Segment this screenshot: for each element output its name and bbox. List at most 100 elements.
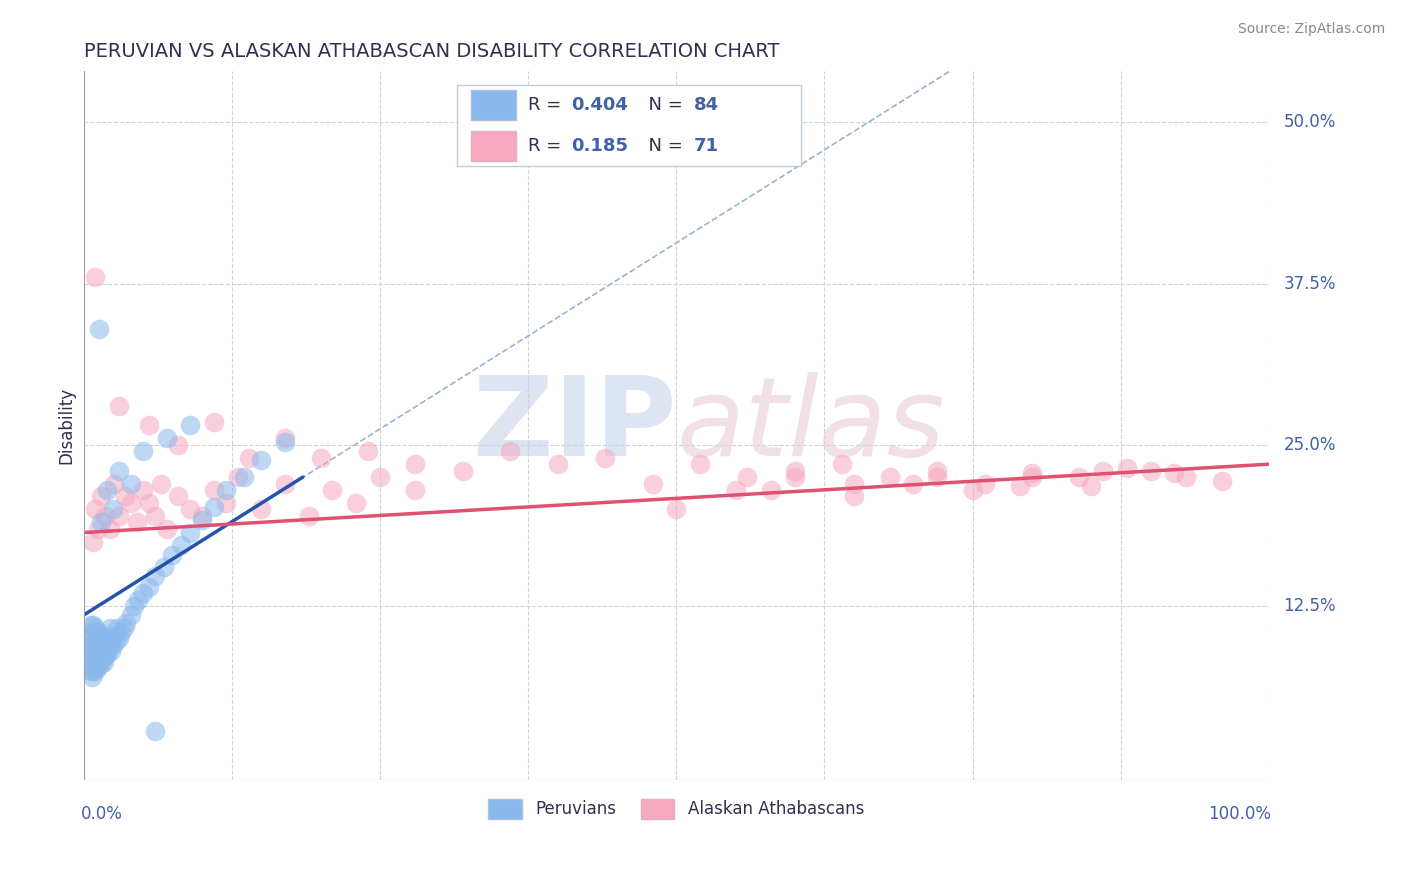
Point <box>90 657 112 672</box>
Point <box>108 508 131 523</box>
Point <box>90 490 112 504</box>
FancyBboxPatch shape <box>471 90 516 120</box>
Text: R =: R = <box>529 96 567 114</box>
Point <box>215 496 238 510</box>
Point <box>226 470 249 484</box>
Point <box>94 508 117 523</box>
Point <box>108 632 131 646</box>
Point <box>1010 479 1032 493</box>
Point <box>82 664 104 678</box>
Point <box>79 664 101 678</box>
Point <box>737 470 759 484</box>
Point <box>108 464 131 478</box>
Point <box>80 670 103 684</box>
Point <box>82 534 104 549</box>
Text: 84: 84 <box>695 96 720 114</box>
Point <box>1115 461 1137 475</box>
Point <box>101 632 124 646</box>
Point <box>86 657 108 672</box>
Point <box>83 632 105 646</box>
Point <box>298 508 321 523</box>
Point <box>87 655 110 669</box>
Point <box>105 621 128 635</box>
Point <box>87 322 110 336</box>
Point <box>132 586 155 600</box>
Point <box>783 464 806 478</box>
Point <box>104 634 127 648</box>
Point <box>274 431 297 445</box>
Point <box>110 624 132 639</box>
Point <box>973 476 995 491</box>
Point <box>114 490 136 504</box>
Point <box>138 418 160 433</box>
Point <box>274 476 297 491</box>
Point <box>87 644 110 658</box>
Point <box>250 502 273 516</box>
Point <box>84 664 107 678</box>
Point <box>79 618 101 632</box>
Point <box>309 450 332 465</box>
Point <box>103 629 125 643</box>
Point <box>143 724 166 739</box>
Point <box>108 399 131 413</box>
Text: 71: 71 <box>695 137 718 155</box>
FancyBboxPatch shape <box>457 85 801 167</box>
Point <box>274 435 297 450</box>
Point <box>1092 464 1115 478</box>
Text: Source: ZipAtlas.com: Source: ZipAtlas.com <box>1237 22 1385 37</box>
Text: 100.0%: 100.0% <box>1208 805 1271 823</box>
Point <box>357 444 380 458</box>
Point <box>93 640 115 655</box>
Point <box>149 476 172 491</box>
Point <box>927 470 949 484</box>
Point <box>138 580 160 594</box>
Point <box>101 502 124 516</box>
Point <box>79 632 101 646</box>
Point <box>759 483 782 497</box>
Point <box>124 599 146 613</box>
Point <box>179 525 201 540</box>
Text: 0.0%: 0.0% <box>82 805 122 823</box>
Point <box>215 483 238 497</box>
Point <box>1163 467 1185 481</box>
Legend: Peruvians, Alaskan Athabascans: Peruvians, Alaskan Athabascans <box>482 793 870 825</box>
Point <box>167 438 190 452</box>
Point <box>238 450 260 465</box>
Point <box>1021 470 1043 484</box>
Point <box>1211 474 1233 488</box>
Point <box>86 634 108 648</box>
Point <box>321 483 343 497</box>
Point <box>97 641 120 656</box>
Text: PERUVIAN VS ALASKAN ATHABASCAN DISABILITY CORRELATION CHART: PERUVIAN VS ALASKAN ATHABASCAN DISABILIT… <box>83 42 779 61</box>
Point <box>103 476 125 491</box>
Point <box>132 444 155 458</box>
Text: atlas: atlas <box>676 372 945 479</box>
Point <box>87 629 110 643</box>
Point <box>79 644 101 658</box>
Point <box>1080 479 1102 493</box>
Point <box>120 608 142 623</box>
Point <box>84 502 107 516</box>
Text: 12.5%: 12.5% <box>1284 597 1336 615</box>
Point <box>641 476 664 491</box>
Point <box>593 450 616 465</box>
Point <box>879 470 901 484</box>
Point <box>179 418 201 433</box>
Point <box>962 483 984 497</box>
Point <box>783 470 806 484</box>
Point <box>91 650 114 665</box>
Point <box>344 496 367 510</box>
Point <box>84 650 107 665</box>
Point <box>404 483 426 497</box>
Point <box>79 638 101 652</box>
Point <box>93 655 115 669</box>
Point <box>1139 464 1161 478</box>
Point <box>155 431 177 445</box>
Point <box>83 657 105 672</box>
Point <box>115 615 138 630</box>
Point <box>100 644 122 658</box>
Point <box>98 621 121 635</box>
Point <box>96 483 118 497</box>
Point <box>831 457 853 471</box>
Point <box>90 515 112 529</box>
